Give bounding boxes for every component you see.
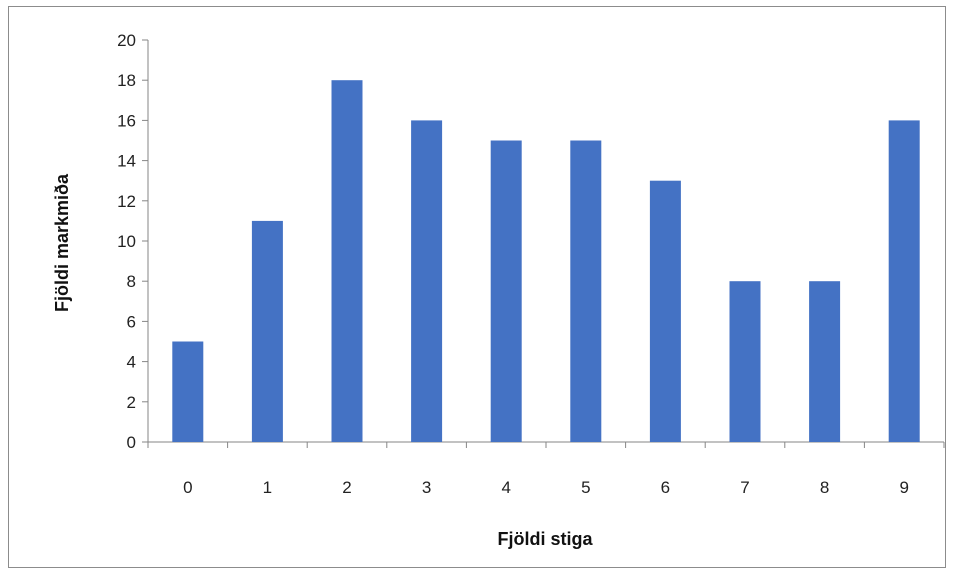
x-tick-label: 8: [820, 478, 829, 497]
bar-6: [649, 180, 681, 442]
x-tick-label: 9: [899, 478, 908, 497]
bar-2: [331, 80, 363, 442]
bar-5: [570, 140, 602, 442]
y-tick-label: 16: [117, 111, 136, 130]
bar-9: [888, 120, 920, 443]
x-axis: 0 1 2 3 4 5 6 7 8 9: [147, 441, 945, 497]
x-tick-label: 5: [581, 478, 590, 497]
x-tick-label: 3: [422, 478, 431, 497]
chart-frame: [8, 6, 946, 568]
bar-0: [172, 341, 204, 442]
y-tick-label: 12: [117, 192, 136, 211]
y-tick-label: 14: [117, 152, 136, 171]
bars: [172, 80, 920, 443]
bar-7: [729, 281, 761, 442]
y-tick-label: 18: [117, 71, 136, 90]
y-tick-label: 0: [127, 433, 136, 452]
x-tick-label: 7: [740, 478, 749, 497]
bar-8: [809, 281, 841, 442]
x-tick-label: 1: [263, 478, 272, 497]
x-tick-label: 0: [183, 478, 192, 497]
y-axis: 0 2 4 6 8 10 12 14 16 18 20: [117, 31, 149, 452]
y-tick-label: 10: [117, 232, 136, 251]
bar-3: [411, 120, 443, 443]
bar-1: [251, 220, 283, 442]
y-axis-title: Fjöldi markmiða: [52, 173, 72, 312]
x-axis-title: Fjöldi stiga: [497, 529, 593, 549]
bar-4: [490, 140, 522, 442]
x-tick-label: 6: [661, 478, 670, 497]
y-tick-label: 20: [117, 31, 136, 50]
y-tick-label: 6: [127, 312, 136, 331]
x-tick-label: 4: [501, 478, 510, 497]
y-tick-label: 8: [127, 272, 136, 291]
y-tick-label: 4: [127, 353, 136, 372]
y-tick-label: 2: [127, 393, 136, 412]
x-tick-label: 2: [342, 478, 351, 497]
